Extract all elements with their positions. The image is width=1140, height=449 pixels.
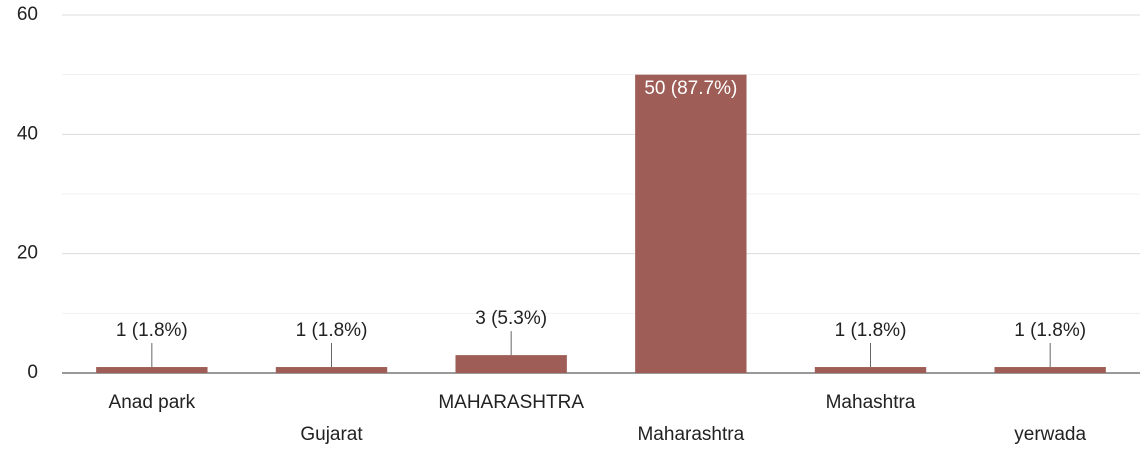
bar [455, 355, 567, 373]
x-tick-label: yerwada [1014, 424, 1086, 445]
x-tick-label: Maharashtra [637, 424, 744, 445]
bar [96, 367, 208, 373]
value-label: 50 (87.7%) [644, 77, 738, 99]
x-tick-label: Mahashtra [826, 392, 916, 413]
value-label-box: 50 (87.7%) [644, 77, 738, 99]
y-tick-label: 40 [17, 123, 38, 144]
x-tick-label: Anad park [109, 392, 196, 413]
y-tick-label: 60 [17, 4, 38, 25]
value-label: 1 (1.8%) [116, 320, 188, 341]
value-label: 3 (5.3%) [475, 308, 547, 329]
bar [994, 367, 1106, 373]
bar [635, 74, 747, 374]
bar [275, 367, 388, 373]
x-tick-label: MAHARASHTRA [438, 392, 584, 413]
value-label: 1 (1.8%) [296, 320, 368, 341]
y-tick-label: 0 [27, 362, 38, 383]
x-tick-label: Gujarat [300, 424, 363, 445]
value-label: 1 (1.8%) [835, 320, 907, 341]
y-tick-label: 20 [17, 243, 38, 264]
value-label: 1 (1.8%) [1014, 320, 1086, 341]
bar [814, 367, 927, 373]
